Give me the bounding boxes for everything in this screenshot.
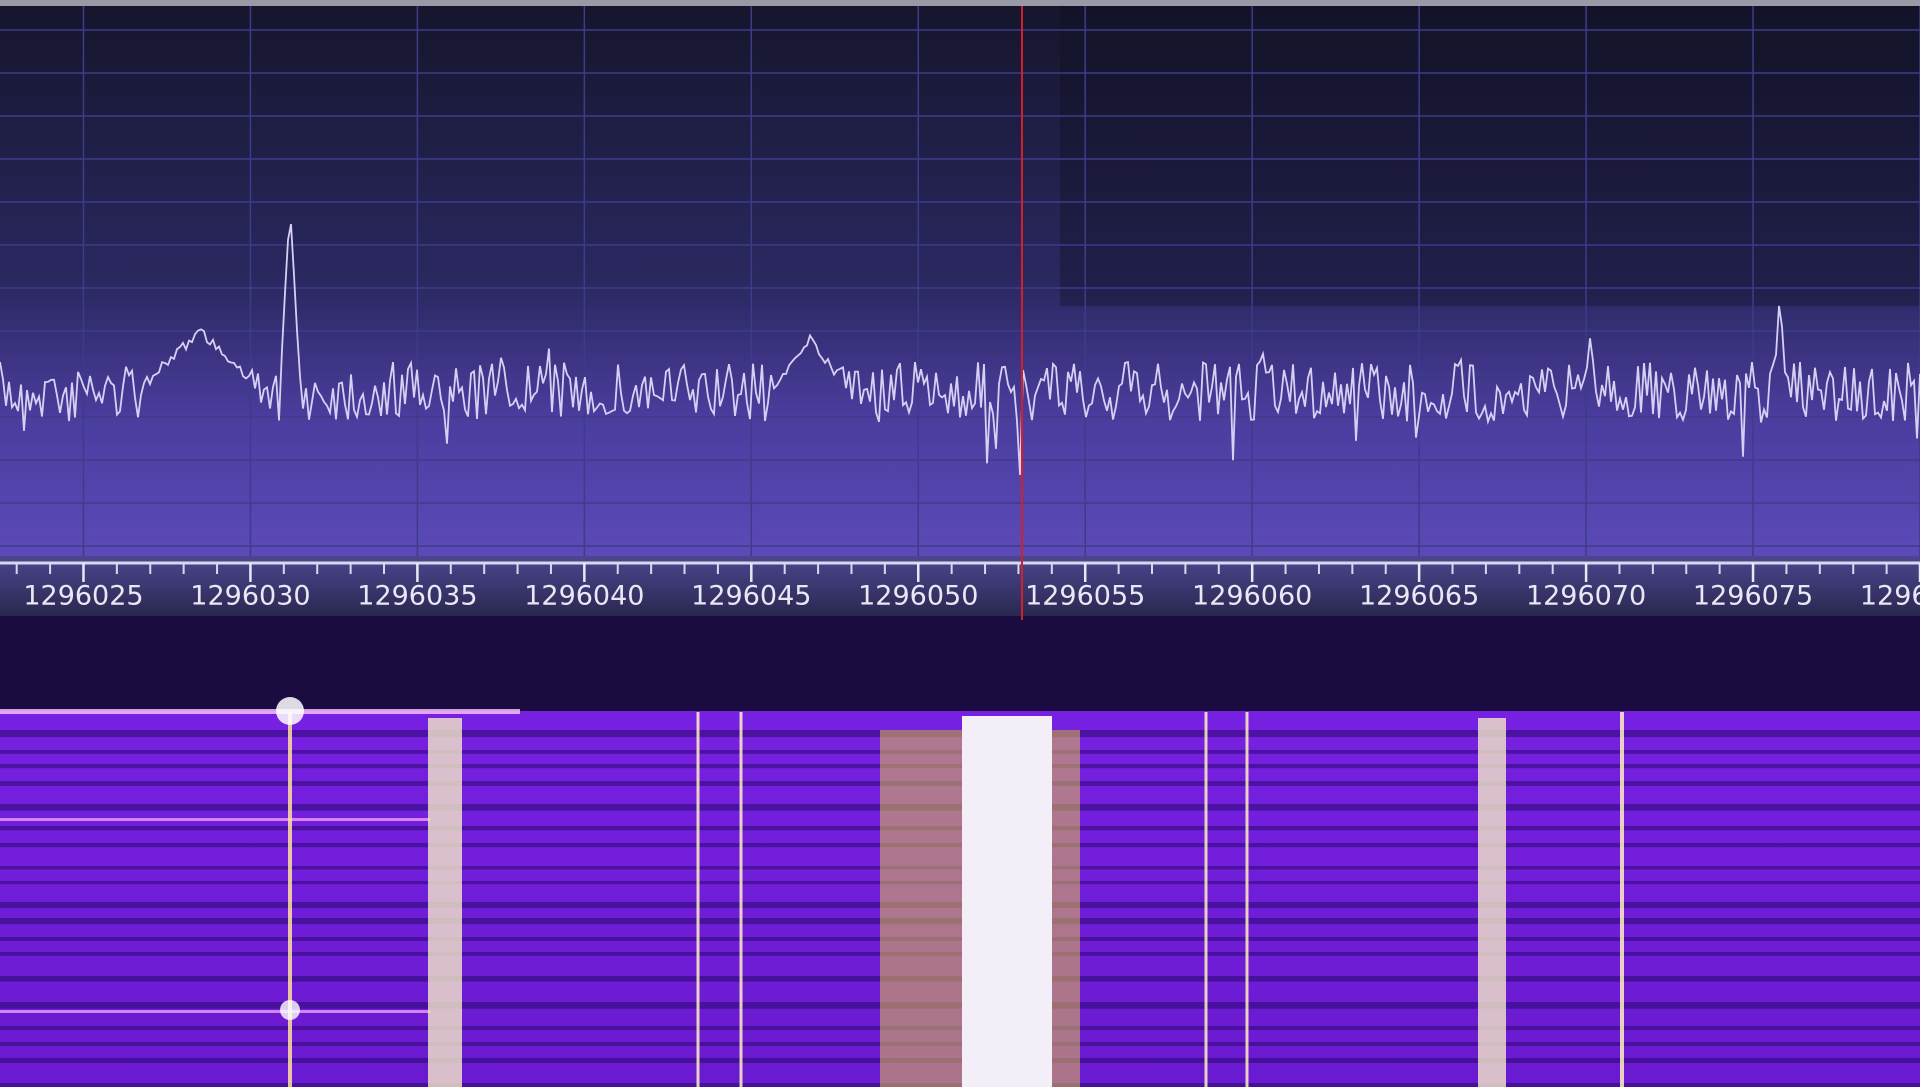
tick-label: 1296080: [1860, 581, 1920, 612]
tick-label: 1296050: [858, 581, 978, 612]
signal-burst: [428, 718, 462, 1087]
spectrum-trace: [0, 223, 1920, 476]
signal-trace: [739, 712, 743, 1087]
tick-label: 1296040: [524, 581, 644, 612]
tick-label: 1296045: [691, 581, 811, 612]
signal-burst: [1478, 718, 1506, 1087]
tick-label: 1296030: [190, 581, 310, 612]
top-bezel: [0, 0, 1920, 6]
signal-trace: [696, 712, 700, 1087]
waterfall-signals: [0, 697, 1920, 1087]
signal-flare: [276, 697, 304, 725]
signal-trace: [1204, 712, 1208, 1087]
signal-trace: [1620, 712, 1624, 1087]
panel-shade: [1060, 6, 1920, 306]
carrier-line: [0, 818, 430, 821]
frequency-axis: [0, 556, 1920, 616]
tick-label: 1296025: [23, 581, 143, 612]
trace-layer: [0, 223, 1920, 476]
tick-label: 1296035: [357, 581, 477, 612]
carrier-line: [0, 1010, 430, 1013]
signal-trace: [1245, 712, 1249, 1087]
ticks: 1296025 1296030 1296035 1296040 1296045 12960…: [15, 563, 1920, 612]
tick-label: 1296060: [1192, 581, 1312, 612]
signal-trace: [288, 712, 292, 1087]
tick-label: 1296055: [1025, 581, 1145, 612]
waterfall-quiet: [0, 616, 1920, 711]
tick-label: 1296070: [1526, 581, 1646, 612]
signal-flare: [280, 1000, 300, 1020]
tick-label: 1296065: [1359, 581, 1479, 612]
tick-label: 1296075: [1693, 581, 1813, 612]
signal-core: [962, 716, 1052, 1087]
carrier-line: [0, 709, 520, 714]
spectrum-panel: [0, 6, 1920, 556]
